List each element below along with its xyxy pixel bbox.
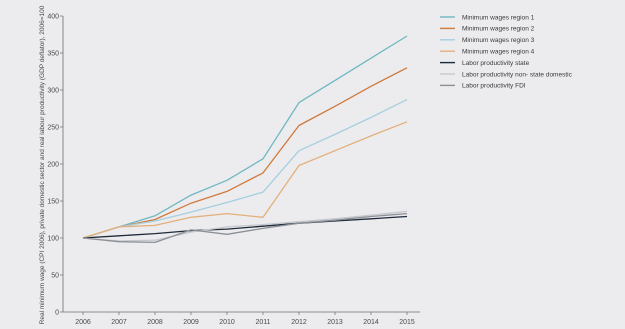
- x-tick-label: 2012: [291, 319, 307, 326]
- x-tick-label: 2006: [75, 319, 91, 326]
- legend-label-5: Labor productivity state: [462, 60, 530, 67]
- x-tick-label: 2014: [363, 319, 379, 326]
- y-tick-label: 350: [47, 50, 59, 57]
- y-tick-label: 400: [47, 13, 59, 20]
- x-tick-label: 2013: [327, 319, 343, 326]
- x-tick-label: 2011: [255, 319, 270, 326]
- x-tick-label: 2009: [183, 319, 199, 326]
- series-lines: [82, 35, 408, 244]
- y-tick-label: 50: [51, 272, 59, 279]
- legend-label-4: Minimum wages region 4: [462, 49, 535, 56]
- series-line-4: [82, 121, 408, 239]
- y-tick-label: 200: [47, 161, 59, 168]
- y-tick-label: 0: [55, 309, 59, 316]
- x-tick-label: 2010: [219, 319, 235, 326]
- x-tick-label: 2008: [147, 319, 163, 326]
- y-tick-label: 250: [47, 124, 59, 131]
- x-tick-label: 2007: [111, 319, 127, 326]
- y-tick-label: 300: [47, 87, 59, 94]
- series-line-1: [82, 35, 408, 239]
- y-tick-label: 100: [47, 235, 59, 242]
- legend-label-6: Labor productivity non- state domestic: [462, 71, 573, 78]
- series-line-3: [82, 99, 408, 239]
- series-line-7: [82, 212, 408, 244]
- y-axis-label: Real minimum wage (CPI 2006), private do…: [39, 5, 46, 324]
- x-tick-labels: 2006 2007 2008 2009 2010 2011 2012 2013 2014 2015: [75, 312, 415, 326]
- series-line-2: [82, 67, 408, 239]
- legend-label-2: Minimum wages region 2: [462, 26, 535, 33]
- legend-label-3: Minimum wages region 3: [462, 37, 535, 44]
- legend-label-1: Minimum wages region 1: [462, 14, 535, 21]
- y-tick-label: 150: [47, 198, 59, 205]
- series-line-5: [82, 215, 408, 239]
- legend: Minimum wages region 1 Minimum wages regi…: [440, 14, 573, 90]
- legend-label-7: Labor productivity FDI: [462, 83, 526, 90]
- x-tick-label: 2015: [399, 319, 415, 326]
- y-tick-labels: 0 50 100 150 200 250 300 350 400: [47, 13, 63, 316]
- series-line-6: [82, 210, 408, 242]
